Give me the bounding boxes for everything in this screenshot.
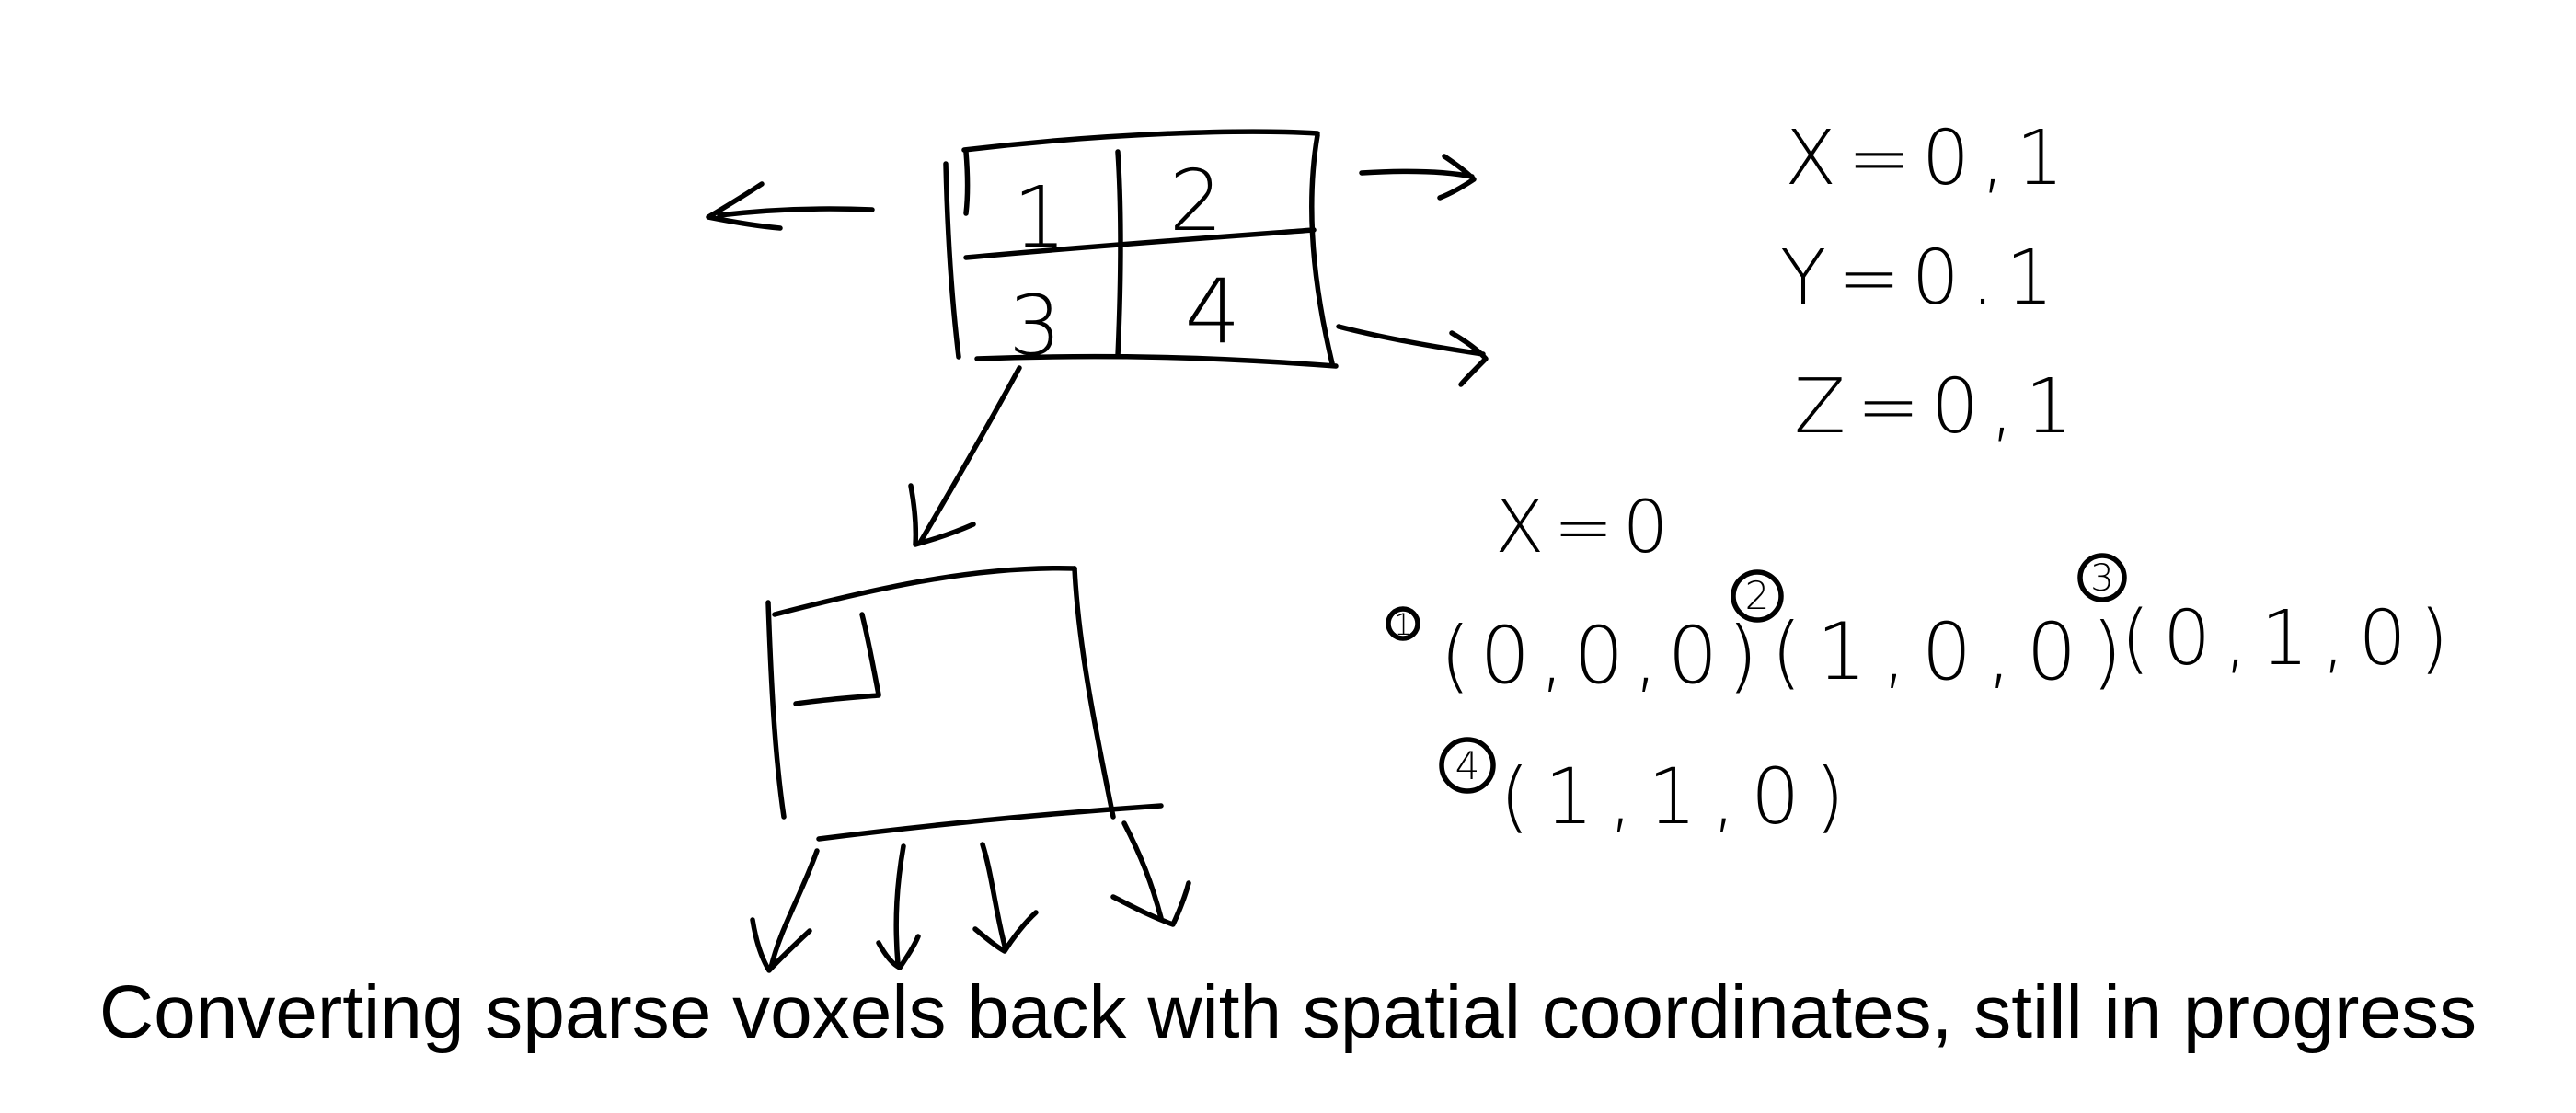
child-arrow-4 [1110,820,1191,927]
coordinate-index-4: 4 [1455,743,1480,788]
coordinate-item-3: 3 (0,1,0) [2077,553,2462,683]
lower-right-arrow [1336,324,1489,387]
left-arrow [706,181,875,231]
coordinate-value-4: (1,1,0) [1500,752,1859,842]
parent-node-top-edge [961,129,1320,153]
upper-right-arrow [1359,154,1477,201]
coordinate-index-1: 1 [1394,607,1412,642]
coordinate-index-3: 3 [2090,557,2113,600]
coordinate-value-2: (1,0,0) [1771,606,2137,698]
coordinate-index-2: 2 [1745,573,1770,618]
coordinate-item-4: 4 (1,1,0) [1439,737,1859,842]
child-arrows [750,820,1191,973]
parent-node-left-edge [943,161,961,360]
parent-node-vertical-divider [1115,149,1123,359]
child-node-left-edge [765,600,787,820]
coordinate-value-3: (0,1,0) [2121,595,2462,683]
child-node-right-edge [1072,566,1116,820]
child-arrow-3 [972,842,1039,954]
parent-arrows [706,154,1489,547]
parent-node-horizontal-divider [963,227,1317,260]
child-node-mark-1 [793,612,881,706]
coordinate-item-1: 1 (0,0,0) [1386,606,1767,702]
parent-cell-1: 1 [1013,168,1067,267]
child-node-bottom-edge [816,803,1164,842]
coordinate-value-1: (0,0,0) [1440,610,1767,702]
parent-cell-2: 2 [1169,152,1224,250]
parent-cell-4: 4 [1184,260,1240,363]
coordinate-list: 1 (0,0,0) 2 (1,0,0) 3 (0,1,0) 4 (1,1,0) [1386,553,2462,842]
parent-node: 1 2 3 4 [943,129,1339,374]
parent-node-right-edge [1309,132,1335,366]
range-x: X=0,1 [1785,115,2075,202]
child-node-top-edge [772,566,1077,617]
fixed-axis-label: X=0 [1495,487,1677,569]
down-arrow-to-child [908,365,1022,547]
child-node [765,566,1164,842]
axis-ranges: X=0,1 Y=0.1 Z=0,1 [1780,115,2084,451]
parent-cell-3: 3 [1008,278,1061,374]
child-arrow-2 [876,843,921,970]
range-z: Z=0,1 [1794,363,2084,451]
parent-node-bottom-edge [974,353,1339,369]
range-y: Y=0.1 [1780,235,2064,322]
parent-node-left-inner-edge [963,149,971,216]
child-arrow-1 [750,848,820,973]
figure-caption: Converting sparse voxels back with spati… [98,970,2478,1054]
coordinate-item-2: 2 (1,0,0) [1731,569,2137,698]
